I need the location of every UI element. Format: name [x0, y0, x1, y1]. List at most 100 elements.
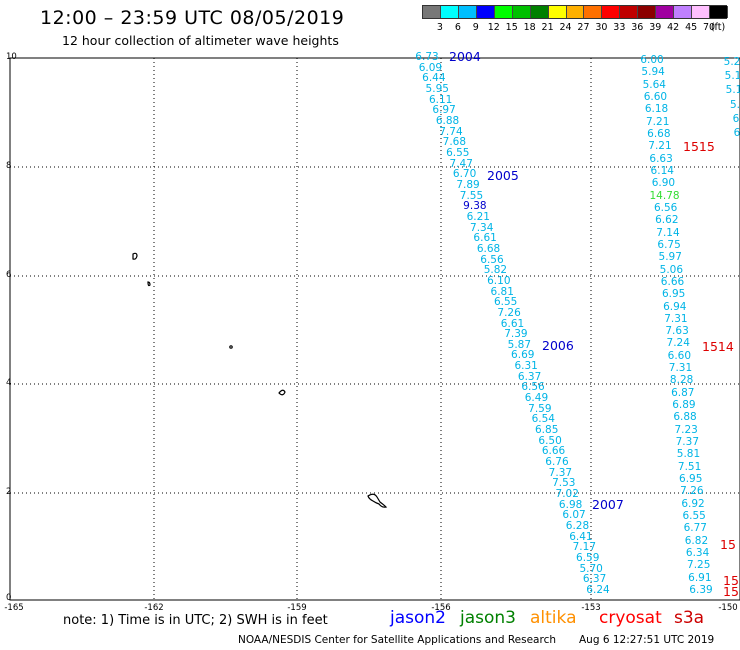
colorbar-label-30: 30 [595, 22, 608, 33]
colorbar-cell-1 [440, 6, 459, 18]
track-b-value: 6.56 [653, 201, 678, 214]
legend-jason3: jason3 [460, 608, 516, 628]
x-tick-153: -153 [581, 603, 601, 613]
pass-id-15-b: 15 [723, 573, 739, 588]
track-b-value: 6.95 [661, 288, 686, 301]
track-a-value: 6.10 [487, 274, 511, 287]
colorbar-label-12: 12 [487, 22, 500, 33]
track-a-value: 7.55 [459, 189, 484, 202]
colorbar-cell-0 [423, 6, 441, 18]
track-a-value: 6.61 [500, 317, 525, 330]
track-b-value: 5.06 [659, 263, 684, 276]
track-b-value: 7.51 [677, 460, 702, 473]
track-a-value: 9.38 [463, 200, 487, 213]
track-b-value: 6.55 [682, 510, 706, 523]
colorbar-cell-13 [656, 6, 675, 18]
track-a-value: 7.34 [470, 221, 494, 234]
track-c-value: 5.1 [725, 84, 740, 97]
track-b-value: 6.90 [651, 177, 676, 190]
track-a-value: 7.47 [449, 157, 473, 170]
colorbar-cell-3 [476, 6, 495, 18]
track-b-value: 5.64 [642, 78, 666, 91]
track-a-value: 6.28 [565, 520, 590, 533]
colorbar-cell-9 [584, 6, 603, 18]
colorbar-label-18: 18 [523, 22, 536, 33]
colorbar-cell-16 [710, 6, 728, 18]
track-a-value: 5.95 [425, 82, 449, 95]
map-title: 12:00 – 23:59 UTC 08/05/2019 [40, 7, 345, 29]
colorbar-label-39: 39 [649, 22, 662, 33]
track-a-value: 6.70 [452, 168, 477, 181]
track-c-value: 5. [729, 98, 740, 111]
colorbar-label-27: 27 [577, 22, 590, 33]
track-a-value: 6.21 [466, 210, 490, 223]
track-a-value: 6.09 [418, 61, 443, 74]
y-tick-4: 4 [6, 378, 12, 388]
track-a-value: 6.24 [586, 584, 610, 596]
grid-lines [10, 58, 740, 600]
colorbar-cell-11 [620, 6, 639, 18]
track-b-value: 6.77 [683, 522, 707, 535]
pass-id-2004: 2004 [449, 49, 481, 64]
track-a-value: 6.41 [569, 530, 593, 543]
track-a-value: 6.59 [576, 552, 600, 565]
track-b-value: 7.31 [664, 312, 688, 325]
track-a-value: 6.55 [446, 146, 470, 159]
track-b-value: 6.62 [655, 214, 679, 227]
track-a-value: 7.39 [504, 328, 528, 341]
track-b-value: 6.66 [660, 275, 685, 288]
track-b-value: 6.68 [647, 127, 671, 140]
track-c-value: 6 [732, 112, 740, 125]
track-a-value: 6.81 [490, 285, 514, 298]
y-tick-8: 8 [6, 161, 12, 171]
x-tick-150: -150 [718, 603, 738, 613]
colorbar-label-45: 45 [685, 22, 698, 33]
track-b-value: 6.14 [650, 164, 674, 177]
track-a-value: 6.66 [541, 445, 566, 458]
track-b-value: 7.31 [668, 362, 693, 375]
track-a-value: 6.69 [511, 349, 535, 362]
colorbar-label-3: 3 [436, 22, 443, 33]
pass-id-1515: 1515 [683, 139, 715, 154]
island-oahu-maui [367, 493, 388, 508]
track-b-value: 6.82 [684, 534, 709, 547]
track-c-value: 5.2 [723, 56, 740, 68]
track-a-value: 6.11 [428, 93, 453, 106]
colorbar-cell-10 [602, 6, 621, 18]
y-tick-0: 0 [6, 593, 12, 603]
legend-altika: altika [530, 608, 577, 628]
track-b-value: 6.60 [667, 349, 692, 362]
footer-credit: NOAA/NESDIS Center for Satellite Applica… [238, 634, 556, 646]
track-b-value: 7.63 [665, 325, 689, 338]
track-a-value: 7.74 [439, 125, 463, 138]
track-a-value: 6.97 [432, 104, 456, 117]
map-subtitle: 12 hour collection of altimeter wave hei… [62, 33, 339, 48]
track-a-value: 6.55 [493, 296, 518, 309]
track-a-value: 6.56 [480, 253, 504, 266]
track-a-value: 7.59 [528, 402, 552, 415]
track-a-value: 6.31 [514, 360, 538, 373]
track-b-value: 7.37 [675, 436, 700, 449]
pass-id-15-c: 15 [723, 584, 739, 599]
pass-id-2007: 2007 [592, 497, 624, 512]
track-a-value: 6.88 [435, 114, 460, 127]
track-b-value: 5.94 [641, 66, 665, 79]
track-a-value: 6.98 [558, 498, 583, 511]
island-french-frigate [229, 345, 233, 349]
colorbar-cell-14 [674, 6, 693, 18]
track-a-value: 6.44 [422, 72, 446, 85]
track-a-value: 5.87 [507, 338, 532, 351]
track-a-value: 7.26 [497, 306, 521, 319]
track-a-value: 6.54 [531, 413, 555, 426]
pass-id-1514: 1514 [702, 339, 734, 354]
track-a-value: 6.37 [582, 573, 607, 586]
track-a-value: 6.49 [524, 392, 549, 405]
track-a-value: 7.37 [548, 466, 573, 479]
colorbar-cell-15 [692, 6, 711, 18]
track-b-value: 8.28 [669, 374, 694, 387]
colorbar-cell-12 [638, 6, 657, 18]
island-kauai [278, 389, 286, 396]
colorbar-label-33: 33 [613, 22, 626, 33]
track-b-value: 7.26 [680, 485, 704, 498]
colorbar-label-70: 70 [703, 22, 716, 33]
